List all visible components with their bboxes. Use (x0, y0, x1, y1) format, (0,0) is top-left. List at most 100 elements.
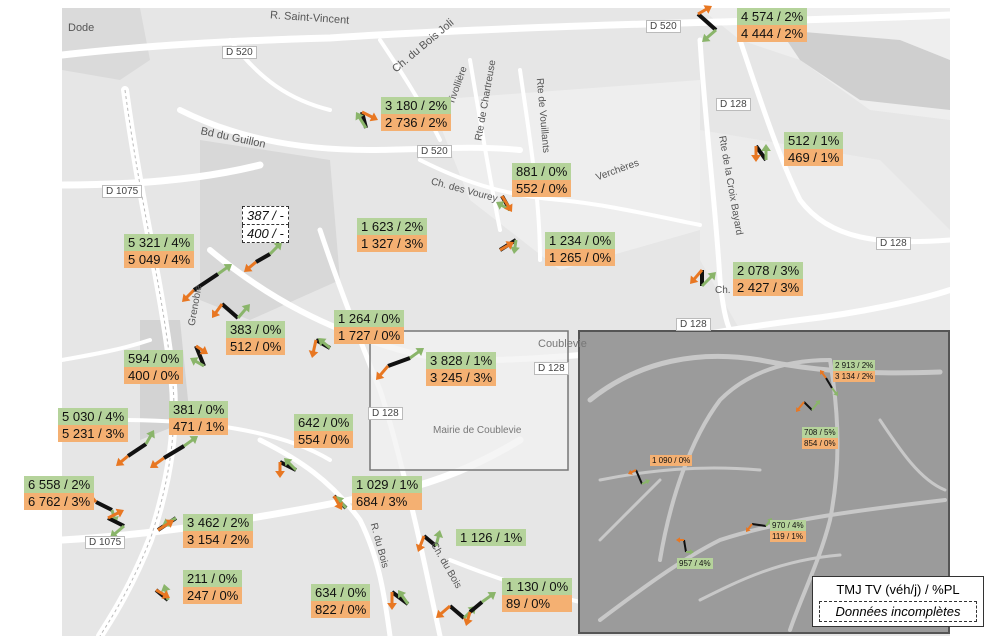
count-tv-down: 822 / 0% (311, 601, 371, 618)
count-tv-down: 1 727 / 0% (334, 327, 405, 344)
direction-arrow-head (160, 584, 171, 592)
count-tv-down: 1 327 / 3% (357, 235, 428, 252)
counting-point-bar (126, 442, 148, 458)
count-label-p10: 383 / 0% 512 / 0% (226, 321, 286, 355)
count-tv-down: 400 / - (242, 225, 289, 243)
count-tv-down: 1 265 / 0% (545, 249, 616, 266)
direction-arrow-head (398, 590, 407, 599)
count-label-p3: 512 / 1% 469 / 1% (784, 132, 844, 166)
road-label-d520: D 520 (646, 20, 681, 33)
count-tv-down: 684 / 3% (352, 493, 423, 510)
count-tv-down: 3 245 / 3% (426, 369, 497, 386)
count-tv-up: 1 623 / 2% (357, 218, 428, 235)
count-tv-up: 4 574 / 2% (737, 8, 808, 25)
count-label-p15: 381 / 0% 471 / 1% (169, 401, 229, 435)
count-label-p18: 1 029 / 1% 684 / 3% (352, 476, 423, 510)
inset-count-label-i1: 2 913 / 2% 3 134 / 2% (833, 360, 876, 382)
road-label-d128: D 128 (676, 318, 711, 331)
count-label-p17: 6 558 / 2% 6 762 / 3% (24, 476, 95, 510)
road-label-d520: D 520 (417, 145, 452, 158)
direction-arrow-head (751, 155, 761, 162)
count-tv-down: 1 090 / 0% (650, 455, 693, 466)
count-tv-up: 3 180 / 2% (381, 97, 452, 114)
counting-point-bar (683, 539, 687, 553)
count-tv-down: 3 134 / 2% (833, 371, 876, 382)
direction-arrow-head (436, 609, 445, 618)
counting-point-bar (825, 377, 833, 389)
direction-arrow-head (505, 241, 514, 250)
direction-arrow-head (284, 458, 293, 467)
count-tv-up: 512 / 1% (784, 132, 844, 149)
counting-point-bar (107, 516, 125, 528)
counting-point-bar (754, 144, 768, 162)
count-label-p12: 594 / 0% 400 / 0% (124, 350, 184, 384)
count-label-p4: 881 / 0% 552 / 0% (512, 163, 572, 197)
count-tv-down: 2 736 / 2% (381, 114, 452, 131)
direction-arrow-head (504, 203, 513, 212)
direction-arrow-head (318, 338, 327, 347)
count-label-p16: 642 / 0% 554 / 0% (294, 414, 354, 448)
direction-arrow-head (676, 537, 680, 543)
count-tv-down: 469 / 1% (784, 149, 844, 166)
count-tv-up: 1 264 / 0% (334, 310, 405, 327)
counting-point-bar (422, 534, 438, 548)
count-tv-down: 5 049 / 4% (124, 251, 195, 268)
count-tv-up: 1 029 / 1% (352, 476, 423, 493)
direction-arrow-head (146, 430, 155, 439)
place-label-mairie: Mairie de Coublevie (433, 425, 522, 436)
direction-arrow-head (496, 201, 505, 210)
place-label-coublevie: Coublevie (538, 338, 587, 350)
count-tv-up: 642 / 0% (294, 414, 354, 431)
count-tv-up: 3 828 / 1% (426, 352, 497, 369)
count-tv-down: 89 / 0% (502, 595, 573, 612)
place-label-dode: Dode (68, 22, 95, 34)
count-tv-up: 3 462 / 2% (183, 514, 254, 531)
direction-arrow-head (275, 471, 285, 478)
direction-arrow-head (690, 549, 694, 555)
count-label-p11: 1 264 / 0% 1 727 / 0% (334, 310, 405, 344)
count-label-p8: 5 321 / 4% 5 049 / 4% (124, 234, 195, 268)
direction-arrow-head (645, 479, 650, 485)
counting-point-bar (220, 302, 240, 320)
count-tv-up: 381 / 0% (169, 401, 229, 418)
direction-arrow-head (334, 501, 343, 510)
legend-incomplete-data: Données incomplètes (819, 601, 977, 622)
direction-arrow-head (415, 348, 424, 357)
count-label-p14: 5 030 / 4% 5 231 / 3% (58, 408, 129, 442)
count-tv-up: 6 558 / 2% (24, 476, 95, 493)
count-label-p1: 4 574 / 2% 4 444 / 2% (737, 8, 808, 42)
road-label-d128: D 128 (876, 237, 911, 250)
count-tv-up: 5 321 / 4% (124, 234, 195, 251)
count-tv-down: 512 / 0% (226, 338, 286, 355)
direction-arrow-head (116, 457, 125, 466)
direction-arrow-head (190, 357, 199, 366)
direction-arrow-head (833, 391, 838, 396)
count-tv-up: 5 030 / 4% (58, 408, 129, 425)
map-legend: TMJ TV (véh/j) / %PL Données incomplètes (812, 576, 984, 627)
direction-arrow-head (387, 603, 397, 610)
count-tv-up: 2 078 / 3% (733, 262, 804, 279)
count-label-p19: 3 462 / 2% 3 154 / 2% (183, 514, 254, 548)
count-tv-down: 247 / 0% (183, 587, 243, 604)
counting-point-bar (194, 345, 206, 367)
count-tv-up: 708 / 5% (802, 427, 838, 438)
direction-arrow-head (820, 370, 825, 375)
direction-arrow-head (702, 33, 711, 42)
direction-arrow-head (241, 304, 250, 313)
road-label-d128: D 128 (534, 362, 569, 375)
direction-arrow-head (703, 5, 712, 14)
direction-arrow-head (110, 529, 119, 538)
direction-arrow-head (463, 617, 473, 626)
counting-point-bar (448, 604, 466, 620)
direction-arrow-head (150, 459, 159, 468)
road-label-d520: D 520 (222, 46, 257, 59)
count-label-p20: 1 126 / 1% (456, 529, 527, 546)
direction-arrow-head (182, 293, 191, 302)
road-label-d128: D 128 (716, 98, 751, 111)
direction-arrow-shaft (811, 401, 820, 411)
direction-arrow-head (487, 592, 496, 601)
count-tv-down: 552 / 0% (512, 180, 572, 197)
road-label-d1075: D 1075 (85, 536, 126, 549)
counting-point-bar (635, 469, 643, 485)
count-label-p6: 1 623 / 2% 1 327 / 3% (357, 218, 428, 252)
